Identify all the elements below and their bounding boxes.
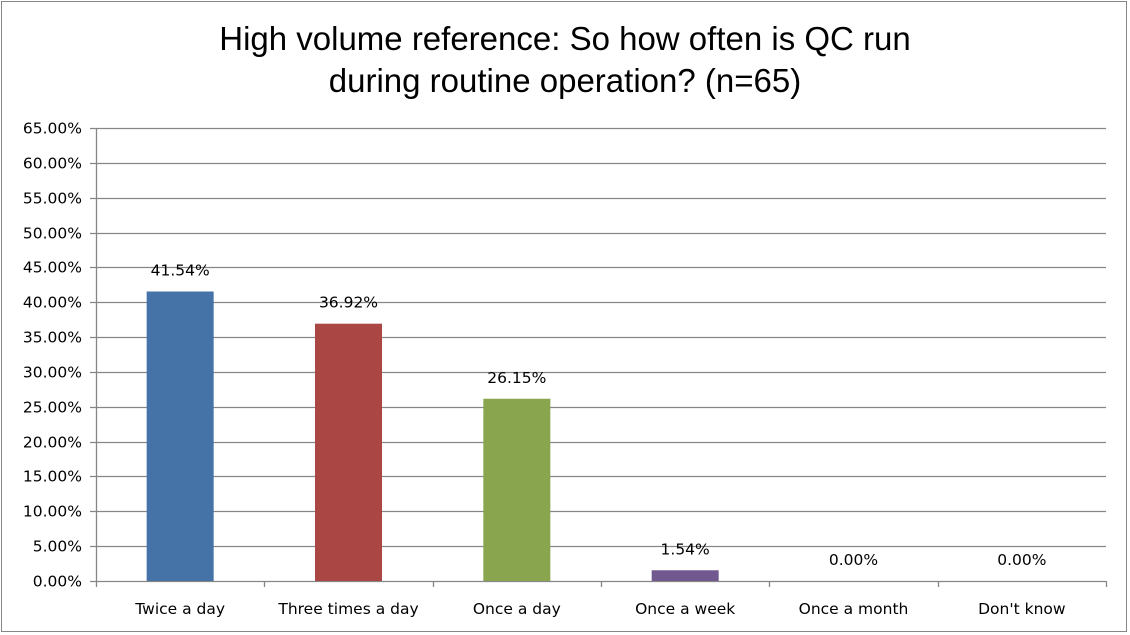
data-label: 41.54%	[151, 261, 210, 279]
x-tick-label: Once a day	[473, 600, 561, 618]
bar	[146, 291, 214, 581]
bar	[651, 570, 719, 581]
data-label: 36.92%	[319, 294, 378, 312]
y-tick-label: 10.00%	[23, 503, 82, 521]
y-tick-label: 30.00%	[23, 364, 82, 382]
data-label: 1.54%	[661, 540, 710, 558]
x-tick-label: Once a month	[799, 600, 909, 618]
y-tick-label: 40.00%	[23, 294, 82, 312]
y-tick-label: 65.00%	[23, 120, 82, 138]
chart-title: High volume reference: So how often is Q…	[0, 18, 1130, 102]
y-tick-label: 15.00%	[23, 468, 82, 486]
y-tick-label: 35.00%	[23, 329, 82, 347]
y-tick-label: 20.00%	[23, 434, 82, 452]
bar	[315, 323, 382, 581]
y-tick-label: 25.00%	[23, 399, 82, 417]
data-label: 0.00%	[997, 551, 1046, 569]
x-tick-label: Twice a day	[134, 600, 225, 618]
chart-title-line-2: during routine operation? (n=65)	[328, 62, 802, 99]
chart-title-line-1: High volume reference: So how often is Q…	[219, 20, 911, 57]
y-tick-label: 55.00%	[23, 190, 82, 208]
data-label: 26.15%	[487, 369, 546, 387]
y-tick-label: 50.00%	[23, 225, 82, 243]
y-tick-label: 60.00%	[23, 155, 82, 173]
x-tick-label: Once a week	[635, 600, 735, 618]
y-tick-label: 45.00%	[23, 259, 82, 277]
x-tick-label: Don't know	[978, 600, 1066, 618]
bar	[483, 398, 551, 581]
y-tick-label: 5.00%	[33, 538, 82, 556]
y-tick-label: 0.00%	[33, 573, 82, 591]
x-tick-label: Three times a day	[277, 600, 418, 618]
data-label: 0.00%	[829, 551, 878, 569]
